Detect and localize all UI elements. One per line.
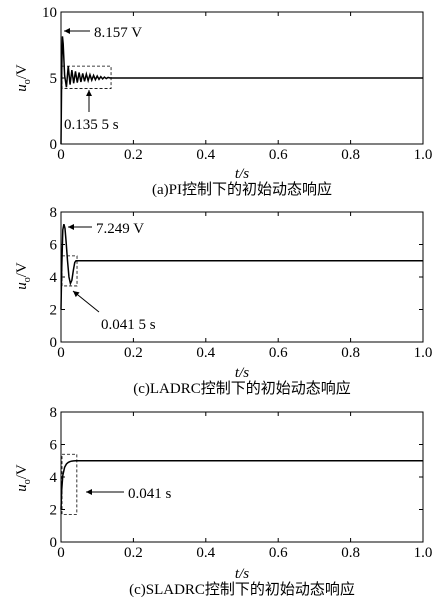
x-tick-label: 0.6 — [269, 545, 288, 561]
y-axis-label-unit: /V — [14, 64, 30, 79]
annotation-label: 0.041 5 s — [101, 317, 156, 333]
annotation-label: 7.249 V — [96, 221, 144, 237]
y-axis-label-sub: o — [22, 277, 33, 282]
y-tick-label: 0 — [50, 137, 58, 153]
y-tick-label: 2 — [50, 503, 58, 519]
x-tick-label: 0.4 — [196, 545, 215, 561]
x-tick-label: 0 — [57, 345, 65, 361]
annotation-arrowhead — [68, 224, 74, 230]
panel-caption: (a)PI控制下的初始动态响应 — [152, 180, 332, 198]
chart-panel-1: 0 0.2 0.4 0.6 0.8 1.0 0 5 10 uo/V t/s 8.157 V 0.135 … — [14, 5, 432, 198]
y-axis-label-unit: /V — [14, 262, 30, 277]
x-axis-label: t/s — [235, 365, 249, 381]
x-tick-label: 0.4 — [196, 147, 215, 163]
y-tick-label: 4 — [50, 270, 58, 286]
x-axis-label: t/s — [235, 166, 249, 182]
y-tick-label: 0 — [50, 335, 58, 351]
y-axis-label-main: u — [14, 84, 30, 92]
x-tick-label: 0.8 — [341, 345, 360, 361]
x-tick-label: 0.2 — [124, 545, 143, 561]
annotation-arrowhead — [64, 28, 70, 34]
y-tick-label: 0 — [50, 535, 58, 551]
y-tick-label: 5 — [50, 71, 58, 87]
x-axis-label: t/s — [235, 566, 249, 582]
x-tick-label: 0.2 — [124, 147, 143, 163]
x-tick-label: 0.6 — [269, 147, 288, 163]
chart-panel-2: 0 0.2 0.4 0.6 0.8 1.0 0 2 4 6 8 uo/V t/s 7.249 V 0.041… — [14, 205, 432, 397]
y-axis-label-sub: o — [22, 79, 33, 84]
x-tick-label: 1.0 — [414, 345, 433, 361]
y-tick-label: 4 — [50, 470, 58, 486]
x-tick-label: 0.6 — [269, 345, 288, 361]
x-tick-label: 0 — [57, 147, 65, 163]
x-tick-label: 0 — [57, 545, 65, 561]
annotation-label: 8.157 V — [94, 25, 142, 41]
y-axis-label-sub: o — [22, 479, 33, 484]
x-tick-label: 1.0 — [414, 545, 433, 561]
x-tick-label: 0.4 — [196, 345, 215, 361]
series-line-1 — [60, 460, 423, 510]
x-tick-label: 0.8 — [341, 545, 360, 561]
panel-caption: (c)SLADRC控制下的初始动态响应 — [129, 580, 355, 598]
annotation-arrowhead — [86, 90, 92, 96]
y-tick-label: 2 — [50, 303, 58, 319]
y-axis-label: uo/V — [14, 64, 33, 92]
y-tick-label: 6 — [50, 438, 58, 454]
y-axis-label: uo/V — [14, 464, 33, 492]
y-axis-label-main: u — [14, 282, 30, 290]
annotation-label: 0.041 s — [128, 486, 172, 502]
y-tick-label: 10 — [42, 5, 57, 21]
annotation-arrowhead — [73, 291, 80, 298]
y-tick-label: 8 — [50, 405, 58, 421]
annotation-label: 0.135 5 s — [64, 117, 119, 133]
plot-frame — [60, 411, 424, 543]
y-tick-label: 6 — [50, 238, 58, 254]
x-tick-label: 0.8 — [341, 147, 360, 163]
y-axis-label-unit: /V — [14, 464, 30, 479]
annotation-arrowhead — [86, 489, 92, 495]
series-line-1 — [60, 224, 423, 310]
x-tick-label: 1.0 — [414, 147, 433, 163]
zoom-box — [61, 453, 78, 515]
panel-caption: (c)LADRC控制下的初始动态响应 — [133, 379, 351, 397]
chart-panel-3: 0 0.2 0.4 0.6 0.8 1.0 0 2 4 6 8 uo/V t/s 0.041 s (c)SL… — [14, 405, 432, 598]
x-tick-label: 0.2 — [124, 345, 143, 361]
y-axis-label-main: u — [14, 484, 30, 492]
y-axis-label: uo/V — [14, 262, 33, 290]
series-line-1 — [60, 36, 423, 145]
y-tick-label: 8 — [50, 205, 58, 221]
